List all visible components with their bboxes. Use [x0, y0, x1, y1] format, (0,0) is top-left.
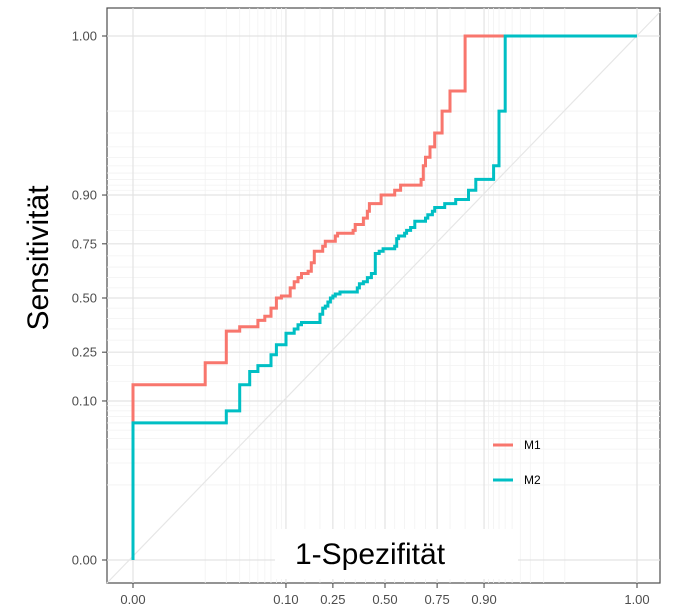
y-tick-label: 0.00	[72, 553, 97, 568]
x-axis-label: 1-Spezifität	[295, 538, 446, 571]
y-tick-label: 0.25	[72, 345, 97, 360]
legend-label-m2: M2	[524, 473, 541, 487]
x-tick-label: 0.90	[471, 592, 496, 607]
x-tick-label: 0.00	[120, 592, 145, 607]
x-tick-label: 1.00	[624, 592, 649, 607]
legend-label-m1: M1	[524, 438, 541, 452]
x-tick-label: 0.25	[320, 592, 345, 607]
y-tick-label: 1.00	[72, 29, 97, 44]
x-tick-label: 0.50	[372, 592, 397, 607]
diagonal-reference-line	[106, 11, 661, 584]
series-lines	[131, 34, 637, 560]
series-line-m1	[131, 34, 637, 560]
y-tick-label: 0.90	[72, 188, 97, 203]
x-tick-label: 0.75	[424, 592, 449, 607]
y-tick-label: 0.10	[72, 393, 97, 408]
y-axis-label: Sensitivität	[22, 185, 55, 331]
x-axis-ticks: 0.00 0.10 0.25 0.50 0.75 0.90 1.00	[120, 583, 650, 607]
y-tick-label: 0.50	[72, 291, 97, 306]
y-axis-ticks: 0.00 0.10 0.25 0.50 0.75 0.90 1.00	[72, 29, 107, 568]
y-tick-label: 0.75	[72, 236, 97, 251]
series-line-m2	[131, 34, 637, 560]
legend: M1 M2	[493, 438, 541, 487]
x-tick-label: 0.10	[273, 592, 298, 607]
x-axis-label-background	[275, 529, 518, 579]
